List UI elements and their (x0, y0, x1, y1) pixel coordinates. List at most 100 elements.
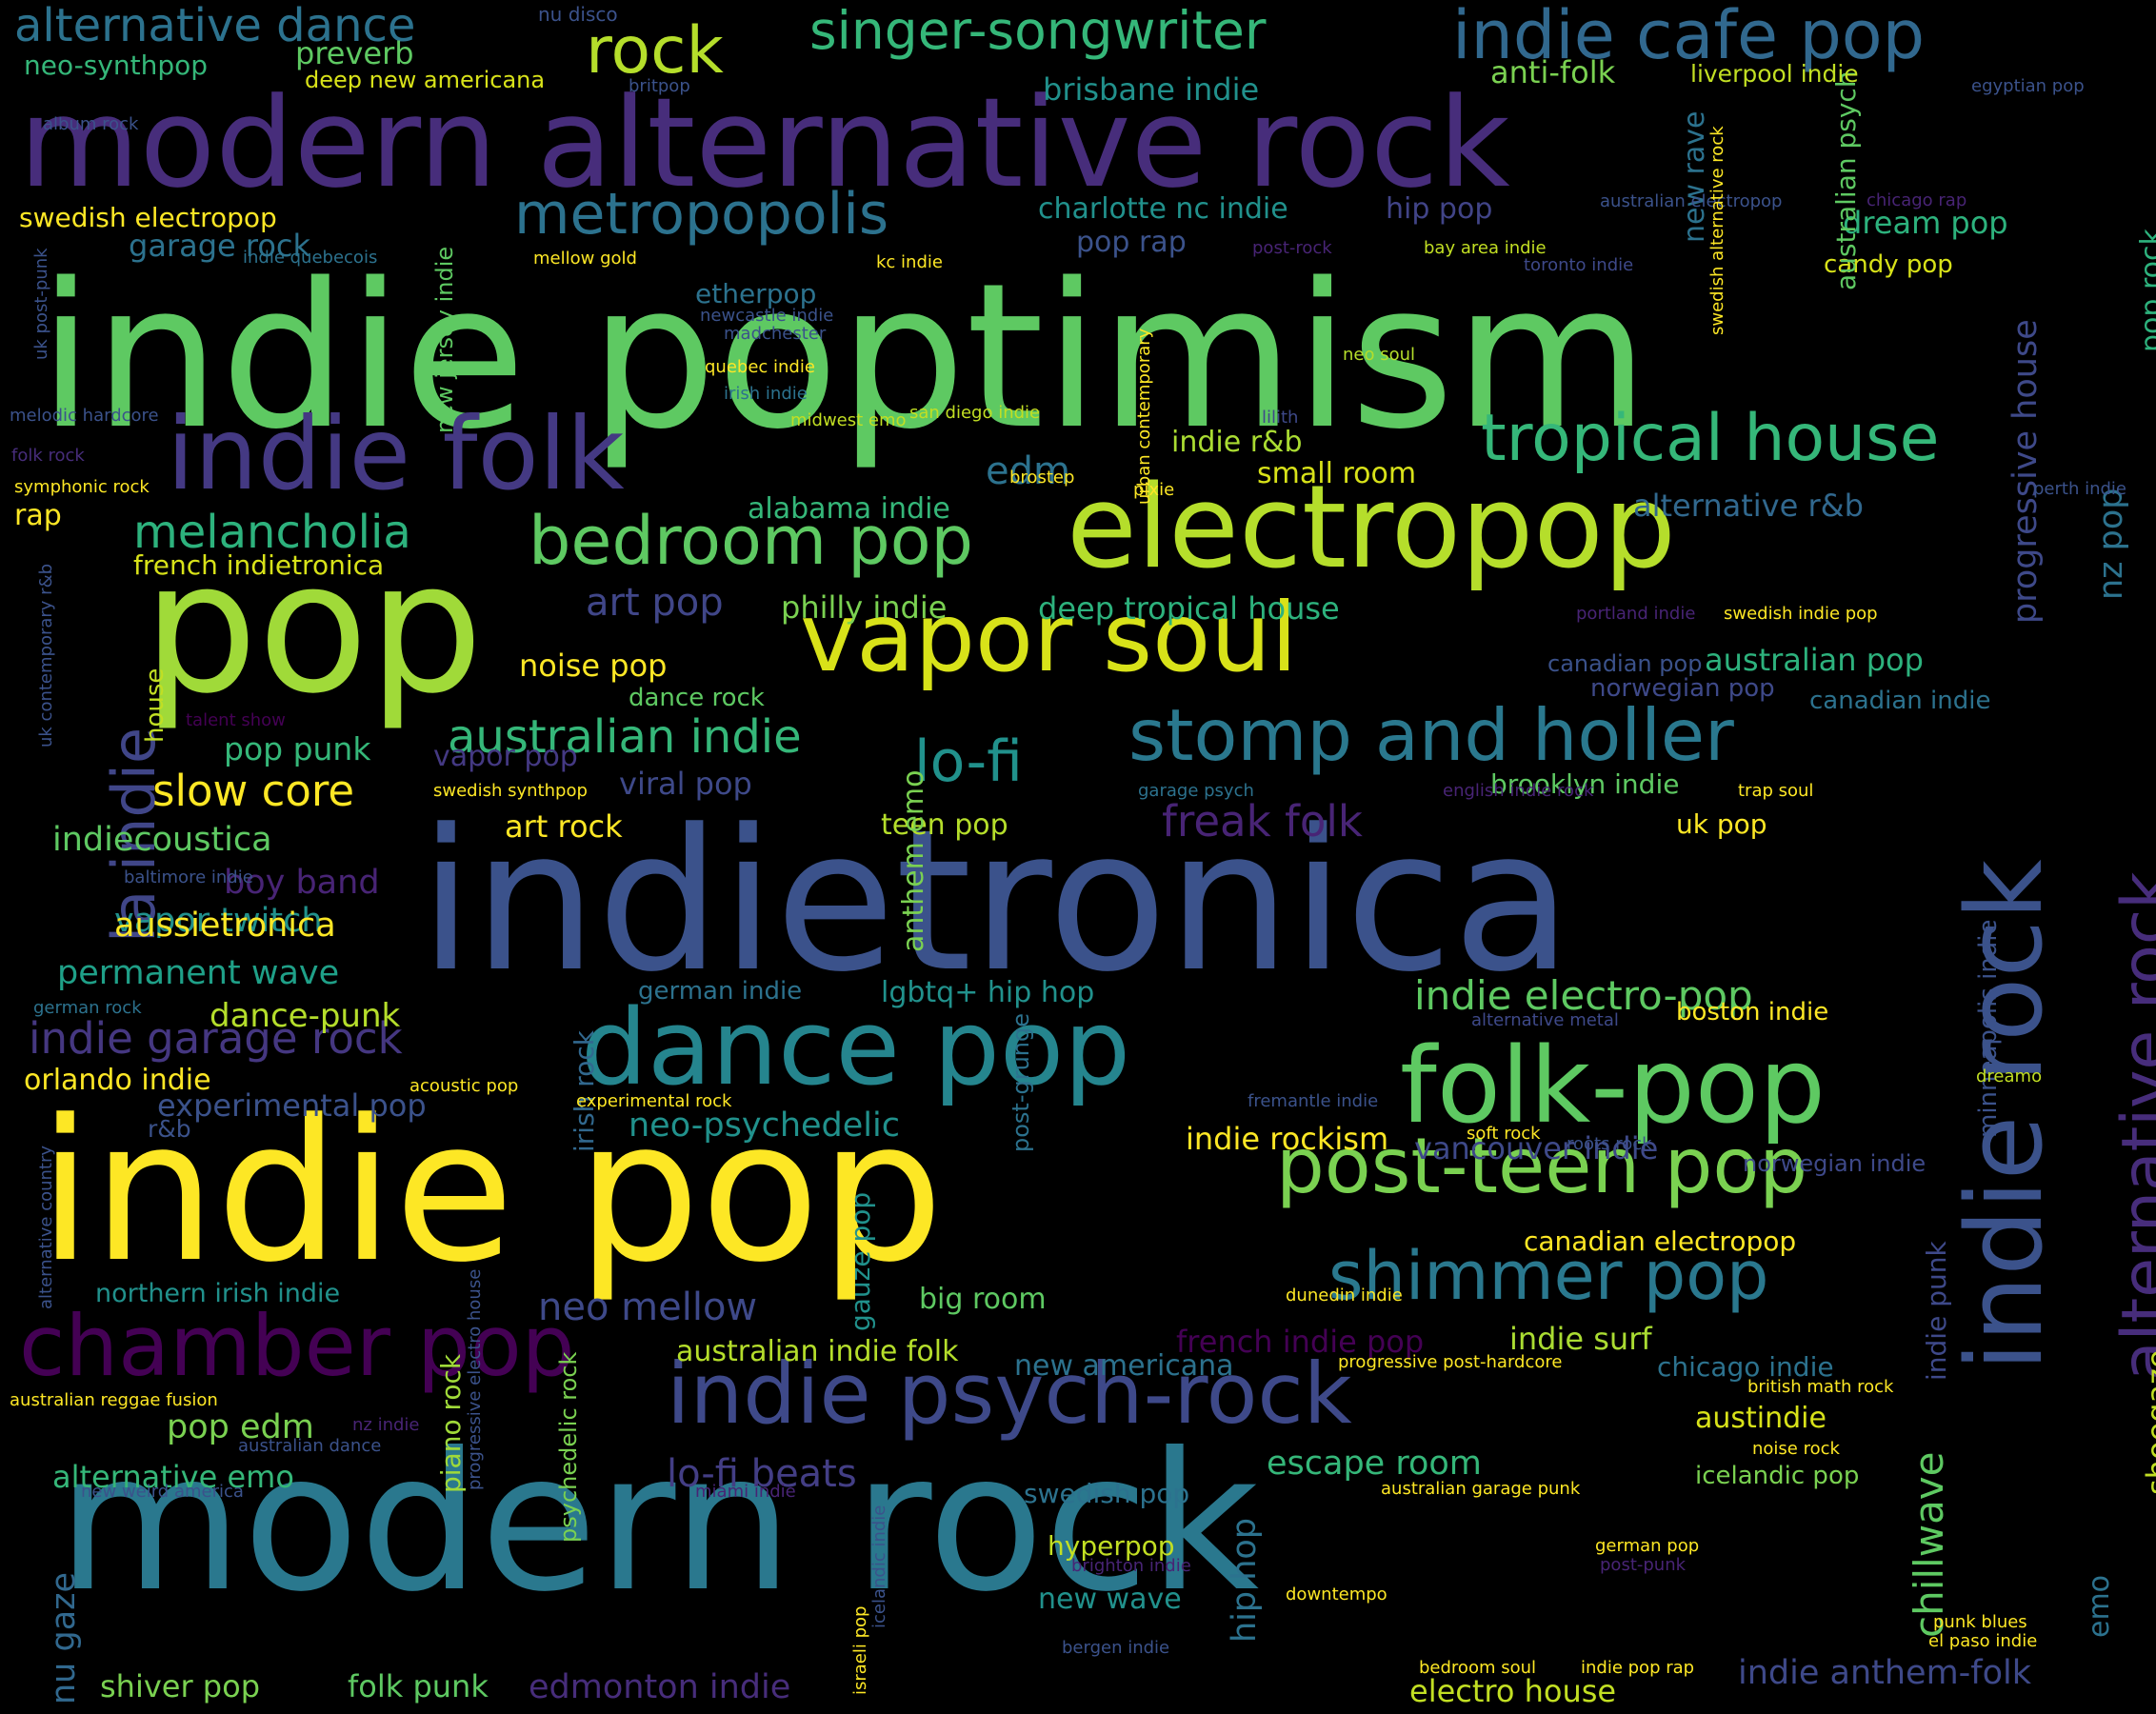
genre-word: alternative r&b (1633, 488, 1864, 524)
genre-word: art rock (505, 808, 623, 845)
genre-word: post-punk (1600, 1555, 1687, 1575)
genre-word: dance pop (581, 987, 1131, 1108)
genre-word: orlando indie (24, 1064, 211, 1097)
genre-word: progressive house (2006, 319, 2045, 624)
genre-word: singer-songwriter (809, 0, 1267, 61)
genre-word: folk punk (348, 1668, 489, 1704)
genre-word: dance rock (629, 684, 765, 712)
genre-word: indie pop (38, 1079, 944, 1305)
genre-word: nu disco (538, 3, 618, 26)
genre-word: indie folk (167, 396, 625, 512)
genre-word: post-teen pop (1276, 1122, 1808, 1210)
genre-word: german rock (33, 998, 142, 1018)
genre-word: deep tropical house (1038, 590, 1340, 627)
genre-word: shiver pop (100, 1668, 260, 1704)
genre-word: alternative rock (2108, 871, 2156, 1381)
genre-word: slow core (152, 766, 355, 816)
genre-word: album rock (43, 114, 139, 134)
genre-word: anthem emo (897, 769, 930, 952)
genre-word: indie r&b (1171, 426, 1303, 459)
genre-word: piano rock (435, 1353, 467, 1493)
genre-word: pop edm (167, 1408, 314, 1446)
genre-word: punk blues (1933, 1612, 2027, 1632)
genre-word: brighton indie (1071, 1556, 1191, 1576)
genre-word: mellow gold (533, 249, 637, 269)
genre-word: minneapolis indie (1974, 919, 2003, 1138)
genre-word: baltimore indie (124, 867, 253, 887)
genre-word: hip hop (1226, 1517, 1264, 1643)
genre-word: hip pop (1386, 192, 1493, 226)
genre-word: roots rock (1567, 1134, 1652, 1154)
genre-word: modern alternative rock (19, 70, 1510, 215)
genre-word: icelandic indie (869, 1505, 889, 1628)
genre-word: english indie rock (1443, 781, 1594, 801)
genre-word: perth indie (2033, 479, 2126, 499)
genre-word: french indietronica (133, 549, 385, 581)
genre-word: bedroom soul (1419, 1658, 1537, 1678)
genre-word: small room (1257, 457, 1417, 490)
genre-word: indie surf (1509, 1321, 1652, 1357)
genre-word: british math rock (1747, 1377, 1894, 1397)
genre-word: portland indie (1576, 604, 1696, 624)
genre-word: icelandic pop (1695, 1462, 1860, 1490)
genre-word: pop punk (224, 730, 371, 767)
genre-word: indie poptimism (38, 240, 1649, 473)
genre-word: uk post-punk (31, 248, 51, 360)
genre-word: swedish indie pop (1724, 604, 1878, 624)
genre-word: etherpop (695, 278, 817, 309)
genre-word: chamber pop (19, 1297, 575, 1395)
genre-word: preverb (295, 35, 414, 71)
genre-word: brisbane indie (1043, 71, 1260, 108)
genre-word: australian dance (238, 1436, 382, 1456)
genre-word: melodic hardcore (10, 406, 159, 426)
genre-word: pop (143, 523, 484, 733)
genre-word: vapor twitch (114, 902, 323, 940)
genre-word: philly indie (781, 589, 948, 626)
genre-word: indie psych-rock (667, 1345, 1352, 1443)
genre-word: aussietronica (114, 907, 336, 945)
genre-word: dreamo (1976, 1066, 2043, 1086)
genre-word: neo-psychedelic (629, 1106, 900, 1145)
genre-word: freak folk (1162, 796, 1363, 847)
genre-word: alternative dance (14, 0, 416, 52)
genre-word: vancouver indie (1414, 1130, 1659, 1166)
genre-word: norwegian indie (1743, 1150, 1926, 1177)
genre-word: electro house (1409, 1673, 1617, 1709)
genre-word: australian pop (1705, 642, 1924, 678)
genre-word: gauze pop (845, 1191, 876, 1331)
genre-word: midwest emo (790, 410, 907, 430)
genre-word: madchester (724, 324, 827, 344)
genre-word: house (141, 668, 170, 743)
genre-word: shoegaze (2140, 1349, 2156, 1495)
genre-word: new rave (1678, 110, 1711, 243)
genre-word: australian electropop (1600, 191, 1783, 211)
genre-word: charlotte nc indie (1038, 192, 1288, 226)
genre-word: edm (986, 449, 1070, 493)
genre-word: experimental pop (157, 1087, 427, 1124)
genre-word: indie quebecois (243, 248, 378, 268)
genre-word: german indie (638, 977, 803, 1006)
genre-word: newcastle indie (700, 306, 834, 326)
genre-word: indiecoustica (52, 821, 272, 859)
genre-word: canadian pop (1547, 650, 1703, 677)
genre-word: teen pop (881, 808, 1008, 842)
genre-word: kc indie (876, 252, 943, 272)
genre-word: neo-synthpop (24, 50, 209, 81)
genre-word: talent show (186, 710, 286, 730)
genre-word: vapor soul (800, 582, 1298, 693)
genre-word: modern rock (57, 1412, 1260, 1634)
genre-word: indie rock (1944, 859, 2066, 1371)
genre-word: quebec indie (705, 357, 815, 377)
genre-word: neo soul (1343, 345, 1416, 365)
genre-word: australian reggae fusion (10, 1390, 218, 1410)
genre-word: boston indie (1676, 998, 1829, 1026)
genre-word: garage psych (1138, 781, 1254, 801)
genre-word: edmonton indie (529, 1668, 791, 1706)
genre-word: urban contemporary (1134, 328, 1154, 505)
genre-word: new wave (1038, 1583, 1182, 1616)
genre-word: bay area indie (1424, 238, 1547, 258)
genre-word: permanent wave (57, 954, 340, 992)
genre-word: deep new americana (305, 67, 546, 93)
genre-word: australian indie folk (676, 1335, 959, 1368)
genre-word: dance-punk (210, 997, 401, 1035)
